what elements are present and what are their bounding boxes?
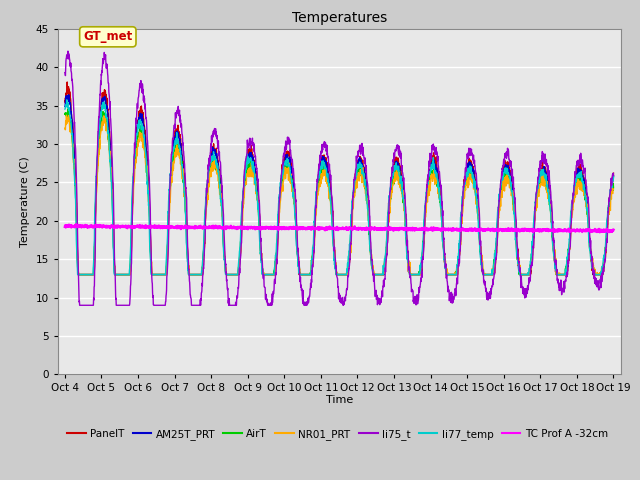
Y-axis label: Temperature (C): Temperature (C) (20, 156, 30, 247)
Title: Temperatures: Temperatures (292, 11, 387, 25)
Legend: PanelT, AM25T_PRT, AirT, NR01_PRT, li75_t, li77_temp, TC Prof A -32cm: PanelT, AM25T_PRT, AirT, NR01_PRT, li75_… (63, 424, 612, 444)
Text: GT_met: GT_met (83, 30, 132, 43)
X-axis label: Time: Time (326, 395, 353, 405)
